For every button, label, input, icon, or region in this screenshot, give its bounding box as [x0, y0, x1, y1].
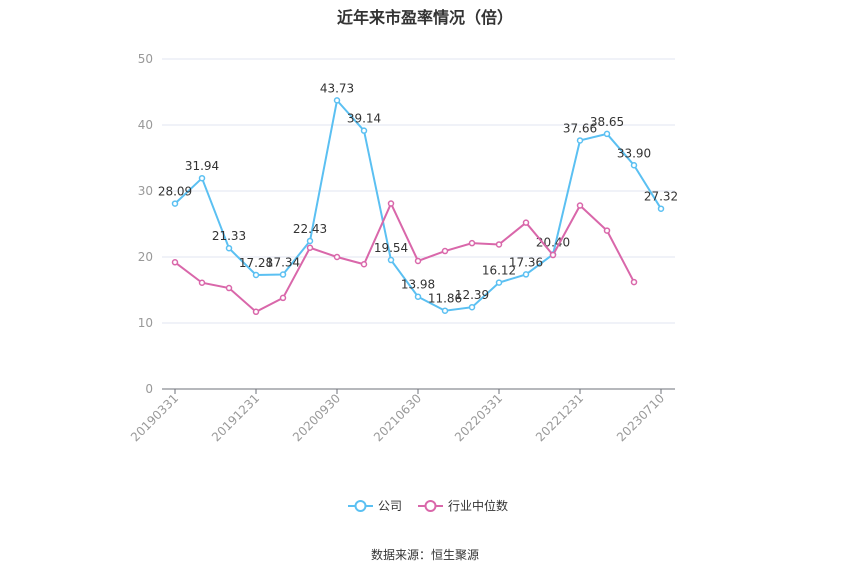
- data-point: [279, 294, 287, 302]
- data-label: 21.33: [212, 229, 246, 243]
- data-point: [576, 137, 584, 144]
- y-tick-label: 50: [138, 52, 153, 66]
- series-line-1: [174, 201, 635, 313]
- data-label: 19.54: [374, 241, 408, 255]
- data-label: 17.36: [509, 255, 543, 269]
- x-tick-label: 20200930: [290, 391, 343, 444]
- data-point: [198, 279, 206, 286]
- y-tick-label: 30: [138, 184, 153, 198]
- data-point: [495, 279, 503, 286]
- data-point: [576, 202, 584, 209]
- data-label: 31.94: [185, 159, 219, 173]
- data-point: [441, 307, 449, 314]
- x-tick-label: 20191231: [209, 391, 262, 444]
- legend-label: 行业中位数: [448, 498, 508, 513]
- data-point: [306, 244, 314, 252]
- data-point: [522, 219, 530, 226]
- x-tick-label: 20221231: [533, 391, 586, 444]
- data-label: 20.40: [536, 235, 570, 249]
- data-label: 43.73: [320, 81, 354, 95]
- chart-title: 近年来市盈率情况（倍）: [336, 8, 513, 27]
- data-point: [333, 253, 341, 261]
- data-point: [225, 284, 233, 292]
- data-point: [360, 127, 368, 134]
- data-point: [387, 256, 395, 264]
- legend-marker: [424, 500, 437, 512]
- x-tick-label: 20230710: [614, 391, 667, 444]
- data-label: 28.09: [158, 185, 192, 199]
- data-label: 13.98: [401, 278, 435, 292]
- legend-marker: [354, 500, 367, 512]
- legend-label: 公司: [378, 499, 402, 513]
- data-source: 数据来源：恒生聚源: [370, 548, 479, 562]
- x-tick-label: 20190331: [128, 391, 181, 444]
- data-point: [252, 308, 260, 316]
- data-point: [387, 200, 395, 207]
- data-point: [468, 303, 476, 311]
- data-label: 33.90: [617, 146, 651, 160]
- data-point: [414, 257, 422, 265]
- data-label: 17.28: [239, 256, 273, 270]
- data-point: [549, 251, 557, 259]
- data-point: [198, 174, 206, 182]
- y-tick-label: 20: [138, 250, 153, 264]
- data-point: [495, 241, 503, 248]
- data-point: [630, 278, 638, 286]
- data-point: [603, 227, 611, 234]
- data-label: 38.65: [590, 115, 624, 129]
- data-point: [306, 237, 314, 245]
- data-point: [171, 200, 179, 207]
- data-label: 39.14: [347, 112, 381, 126]
- data-point: [414, 293, 422, 300]
- data-label: 11.86: [428, 292, 462, 306]
- data-label: 12.39: [455, 288, 489, 302]
- data-point: [468, 239, 476, 247]
- data-point: [171, 259, 179, 266]
- data-point: [522, 271, 530, 278]
- data-point: [630, 162, 638, 169]
- data-label: 17.34: [266, 256, 300, 270]
- data-point: [225, 244, 233, 252]
- data-point: [441, 247, 449, 255]
- data-point: [333, 97, 341, 104]
- x-tick-label: 20210630: [371, 391, 424, 444]
- data-label: 16.12: [482, 264, 516, 278]
- y-tick-label: 10: [138, 316, 153, 330]
- data-point: [603, 130, 611, 138]
- data-label: 37.66: [563, 121, 597, 135]
- y-tick-label: 0: [145, 382, 153, 396]
- data-point: [657, 205, 665, 212]
- data-point: [360, 261, 368, 268]
- data-point: [252, 271, 260, 279]
- data-point: [279, 271, 287, 278]
- data-label: 27.32: [644, 190, 678, 204]
- y-tick-label: 40: [138, 118, 153, 132]
- x-tick-label: 20220331: [452, 391, 505, 444]
- data-label: 22.43: [293, 222, 327, 236]
